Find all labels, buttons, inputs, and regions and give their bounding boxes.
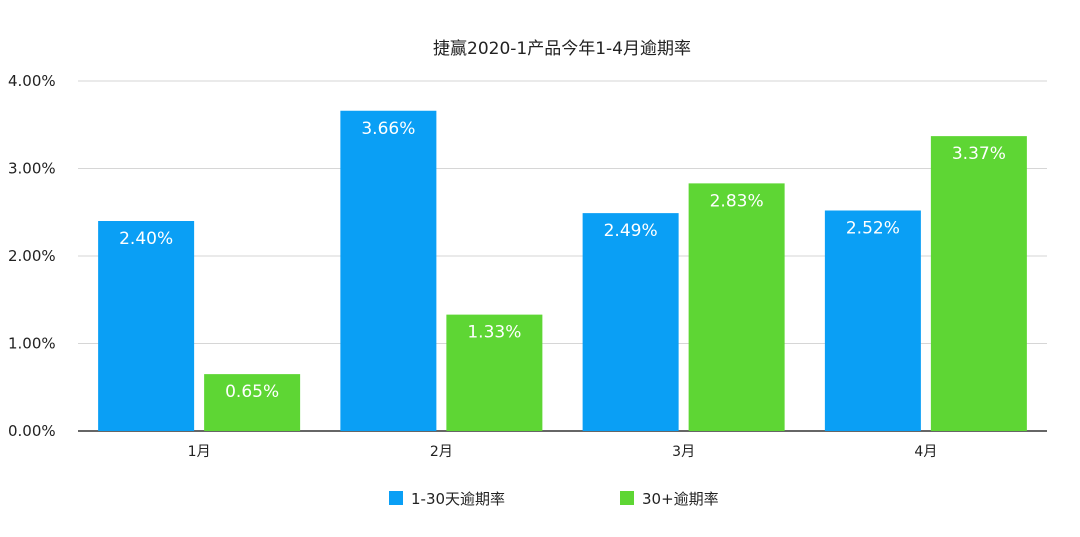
bar bbox=[340, 110, 437, 431]
data-label: 1.33% bbox=[467, 323, 521, 343]
data-label: 2.83% bbox=[710, 191, 764, 211]
data-label: 3.37% bbox=[952, 144, 1006, 164]
data-label: 2.52% bbox=[846, 219, 900, 239]
data-label: 2.49% bbox=[604, 221, 658, 241]
bars: 2.40% 0.65% 3.66% 1.33% 2.49% 2.83% 2.52% 3.37% bbox=[98, 110, 1027, 431]
legend-label: 30+逾期率 bbox=[642, 490, 719, 508]
bar bbox=[824, 210, 921, 431]
data-label: 2.40% bbox=[119, 229, 173, 249]
chart-title: 捷赢2020-1产品今年1-4月逾期率 bbox=[433, 39, 691, 59]
x-tick-label: 4月 bbox=[914, 444, 937, 460]
bar bbox=[688, 183, 785, 431]
y-axis: 0.00% 1.00% 2.00% 3.00% 4.00% bbox=[8, 72, 56, 440]
legend: 1-30天逾期率 30+逾期率 bbox=[389, 490, 719, 508]
y-tick-label: 2.00% bbox=[8, 247, 56, 265]
bar bbox=[446, 314, 543, 431]
x-tick-label: 2月 bbox=[430, 444, 453, 460]
y-tick-label: 1.00% bbox=[8, 335, 56, 353]
y-tick-label: 4.00% bbox=[8, 72, 56, 90]
bar bbox=[98, 221, 195, 431]
y-tick-label: 3.00% bbox=[8, 160, 56, 178]
y-tick-label: 0.00% bbox=[8, 422, 56, 440]
legend-swatch bbox=[389, 491, 403, 505]
bar bbox=[930, 136, 1027, 431]
legend-swatch bbox=[620, 491, 634, 505]
data-label: 3.66% bbox=[361, 119, 415, 139]
x-tick-label: 1月 bbox=[188, 444, 211, 460]
data-label: 0.65% bbox=[225, 382, 279, 402]
legend-label: 1-30天逾期率 bbox=[411, 490, 505, 508]
bar bbox=[582, 213, 679, 431]
x-tick-label: 3月 bbox=[672, 444, 695, 460]
bar bbox=[204, 374, 301, 431]
x-axis: 1月 2月 3月 4月 bbox=[188, 444, 938, 460]
